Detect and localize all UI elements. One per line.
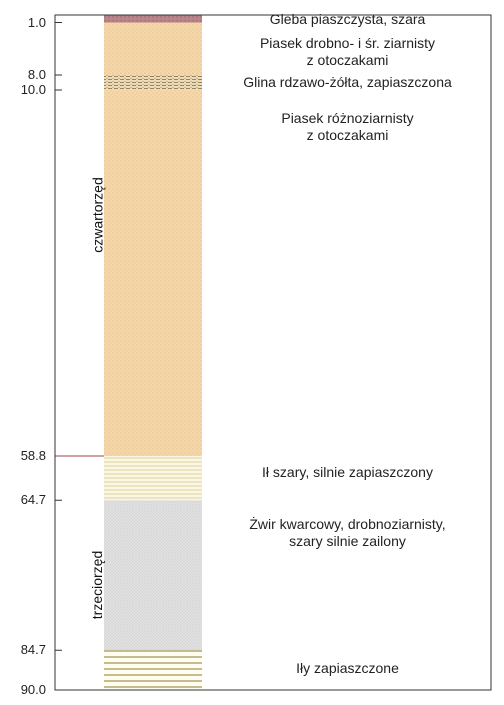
depth-label: 58.8 <box>20 448 46 463</box>
layer-5 <box>104 456 202 501</box>
layer-7 <box>104 650 202 690</box>
layer-description: Ił szary, silnie zapiaszczony <box>262 464 433 480</box>
layer-description: Żwir kwarcowy, drobnoziarnisty, szary si… <box>249 516 446 549</box>
layer-6 <box>104 500 202 651</box>
layer-description: Iły zapiaszczone <box>296 660 399 676</box>
layer-4 <box>104 90 202 456</box>
era-label: trzeciorzęd <box>89 550 106 620</box>
layer-2 <box>104 22 202 75</box>
layer-fills <box>104 15 202 690</box>
layer-description: Piasek różnoziarnisty z otoczakami <box>281 110 414 143</box>
depth-label: 8.0 <box>27 67 46 82</box>
layer-1 <box>104 15 202 23</box>
depth-label: 90.0 <box>20 682 46 697</box>
layer-3 <box>104 75 202 90</box>
layer-description: Gleba piaszczysta, szara <box>269 11 426 27</box>
depth-label: 10.0 <box>20 82 46 97</box>
depth-label: 1.0 <box>27 14 46 30</box>
depth-label: 84.7 <box>20 642 46 658</box>
layer-description: Piasek drobno- i śr. ziarnisty z otoczak… <box>259 35 436 68</box>
depth-label: 64.7 <box>20 492 46 508</box>
era-label: czwartorzęd <box>89 177 106 253</box>
frame <box>54 14 492 691</box>
layer-description: Glina rdzawo-żółta, zapiaszczona <box>243 74 452 90</box>
